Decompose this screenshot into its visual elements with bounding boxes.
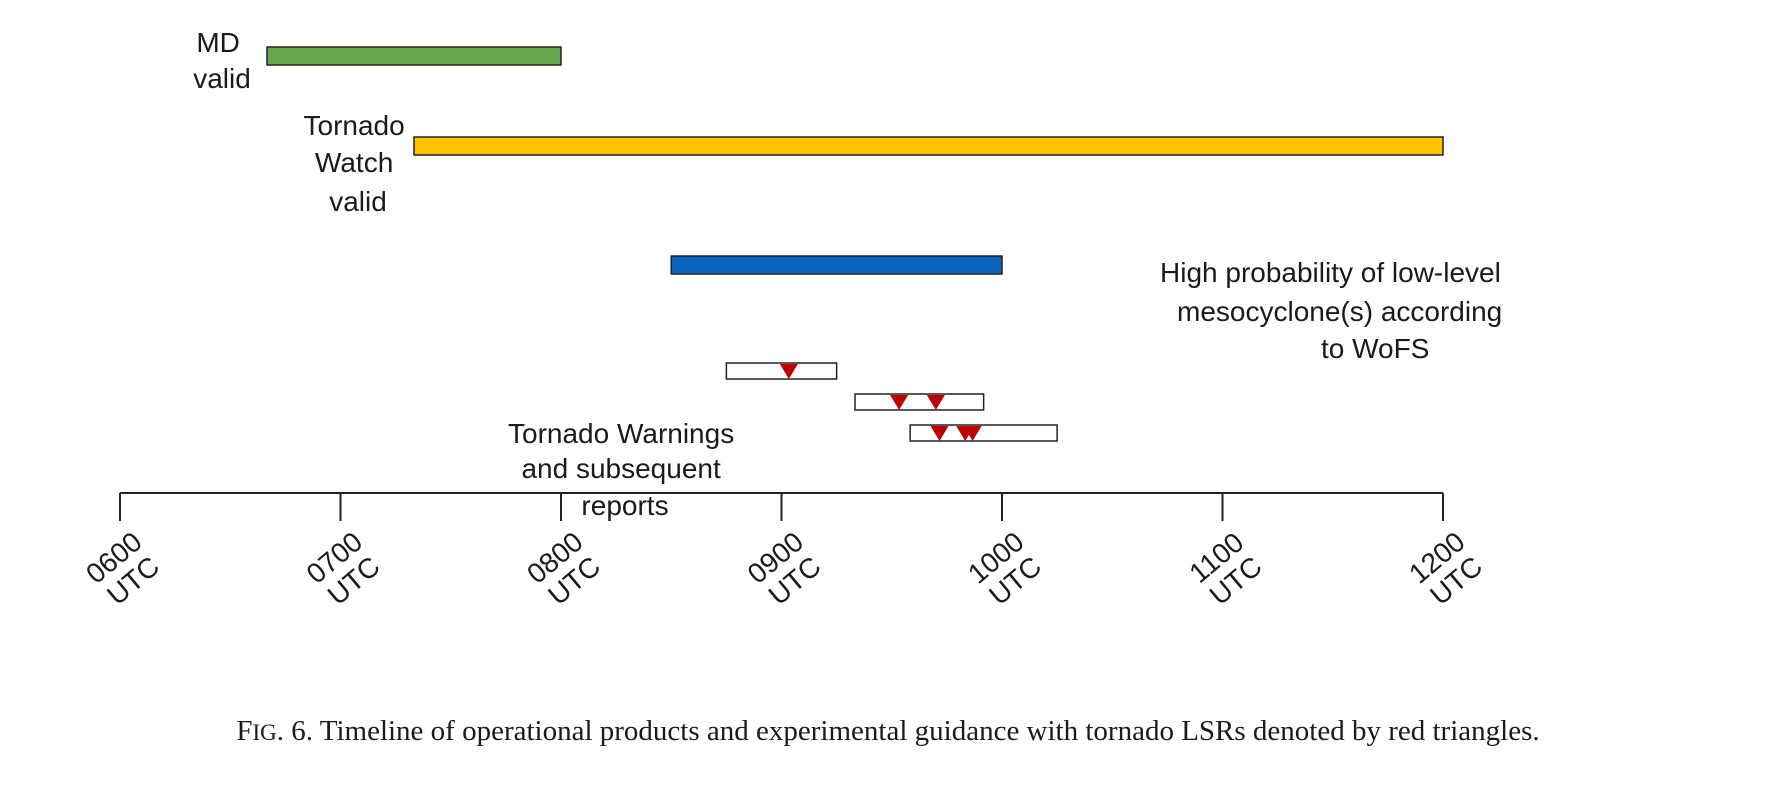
tornado-report-marker [779,364,798,379]
wofs-probability-bar [670,255,1003,275]
tornado-report-marker [890,395,909,410]
tornado-warning-box [854,393,985,411]
axis-tick-label: 1100UTC [1183,526,1268,611]
axis-tick-label: 1000UTC [962,526,1049,613]
tornado-warning-box [725,362,838,380]
warnings-label: Tornado Warnings and subsequent reports [508,418,742,521]
axis-tick-label: 0700UTC [301,526,388,613]
axis-tick-label: 0600UTC [80,526,167,613]
tornado-warning-box [909,424,1058,442]
axis-tick-label: 0800UTC [521,526,608,613]
tornado-report-marker [926,395,945,410]
time-axis-ticks: 0600UTC 0700UTC 0800UTC 0900UTC 1000UTC 1100U… [80,493,1490,613]
md-label: MD valid [193,27,251,94]
tornado-report-marker [963,426,982,441]
wofs-label: High probability of low-level mesocyclon… [1160,257,1510,364]
axis-tick-label: 0900UTC [742,526,829,613]
watch-label: Tornado Watch valid [304,110,413,217]
axis-tick-label: 1200UTC [1403,526,1490,613]
tornado-watch-bar [413,136,1444,156]
md-valid-bar [266,46,562,66]
tornado-report-marker [930,426,949,441]
tornado-warnings-group [725,362,1058,442]
figure-caption: FIG. 6. Timeline of operational products… [236,715,1539,747]
